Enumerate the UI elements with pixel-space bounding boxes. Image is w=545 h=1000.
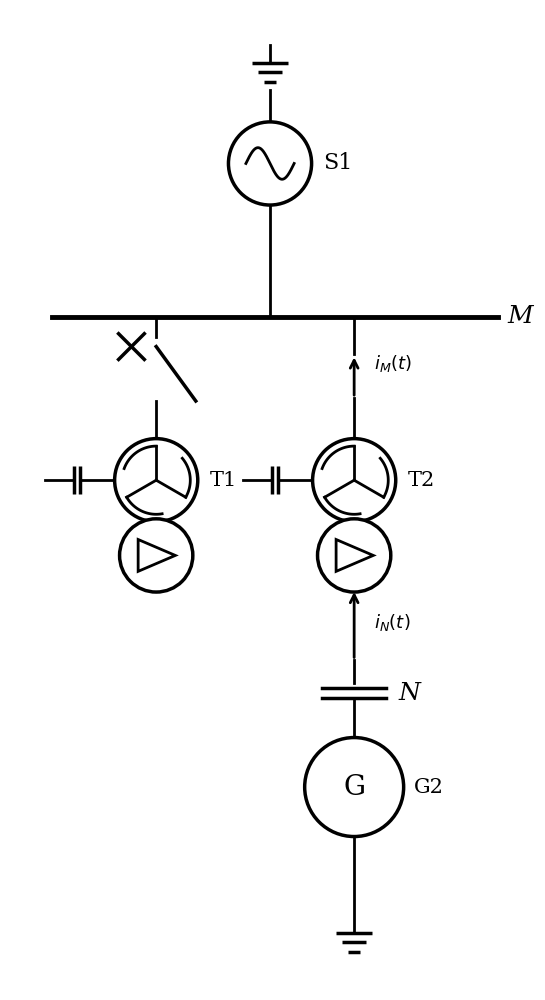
Text: N: N <box>399 682 421 705</box>
Circle shape <box>114 439 198 522</box>
Circle shape <box>313 439 396 522</box>
Circle shape <box>119 519 193 592</box>
Circle shape <box>305 738 404 837</box>
Text: $i_N(t)$: $i_N(t)$ <box>374 612 410 633</box>
Text: G2: G2 <box>414 778 444 797</box>
Text: T2: T2 <box>408 471 435 490</box>
Text: M: M <box>507 305 533 328</box>
Text: G: G <box>343 774 365 801</box>
Circle shape <box>318 519 391 592</box>
Text: S1: S1 <box>324 152 353 174</box>
Text: $i_M(t)$: $i_M(t)$ <box>374 353 412 374</box>
Text: T1: T1 <box>210 471 237 490</box>
Circle shape <box>228 122 312 205</box>
